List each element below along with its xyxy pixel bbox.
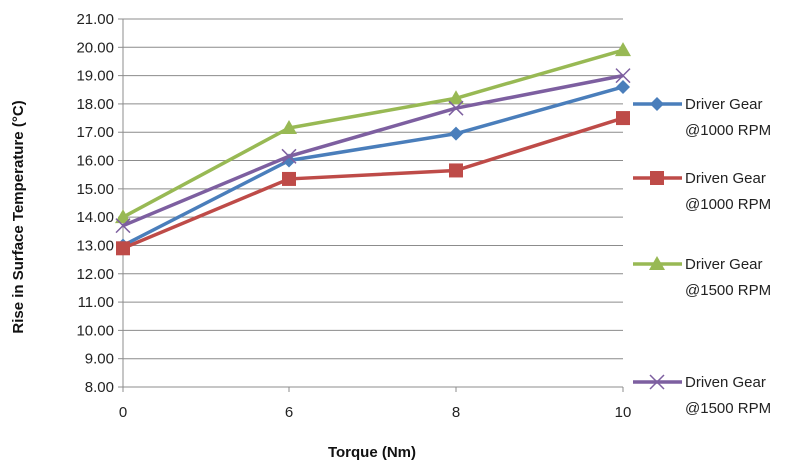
y-tick-label: 14.00 <box>76 209 114 226</box>
y-tick-label: 19.00 <box>76 68 114 85</box>
data-point-triangle <box>649 256 665 270</box>
data-point-x-stroke <box>615 68 631 84</box>
data-point-triangle <box>448 90 464 105</box>
series-line <box>122 85 624 248</box>
legend-label-line1: Driven Gear <box>685 374 766 391</box>
data-point-x-stroke <box>448 100 464 116</box>
data-point-diamond <box>650 97 664 111</box>
y-axis-title: Rise in Surface Temperature (°C) <box>10 100 27 333</box>
data-point-triangle <box>281 119 297 134</box>
legend-item-4: Driven Gear @1500 RPM <box>633 374 771 417</box>
series-line <box>122 116 624 250</box>
data-point-x <box>649 374 665 390</box>
y-tick-label: 20.00 <box>76 39 114 56</box>
data-point-triangle <box>115 209 131 224</box>
y-tick-label: 17.00 <box>76 124 114 141</box>
data-point-square <box>282 171 296 186</box>
y-tick-label: 10.00 <box>76 322 114 339</box>
x-tick-label: 8 <box>452 404 460 421</box>
x-axis-title: Torque (Nm) <box>328 444 416 461</box>
y-tick-labels: 8.00 9.00 10.00 11.00 12.00 13.00 14.00 15.00 16… <box>76 11 114 396</box>
legend-item-3: Driver Gear @1500 RPM <box>633 256 771 299</box>
series-4 <box>115 68 631 234</box>
data-point-x <box>448 100 464 116</box>
data-point-x <box>615 68 631 84</box>
legend-label-line2: @1500 RPM <box>685 282 771 299</box>
series-3 <box>115 42 631 224</box>
data-point-triangle <box>615 42 631 57</box>
y-tick-label: 9.00 <box>85 351 114 368</box>
gridlines <box>123 18 623 360</box>
data-point-x <box>115 218 131 234</box>
y-tick-label: 8.00 <box>85 379 114 396</box>
series-2 <box>116 111 630 256</box>
data-point-x-stroke <box>649 374 665 390</box>
y-tick-label: 16.00 <box>76 153 114 170</box>
data-point-diamond <box>449 126 463 141</box>
y-tick-label: 15.00 <box>76 181 114 198</box>
legend-label-line2: @1000 RPM <box>685 196 771 213</box>
x-tick-label: 0 <box>119 404 127 421</box>
y-tick-label: 11.00 <box>78 294 114 311</box>
series <box>115 42 631 256</box>
legend-label-line2: @1000 RPM <box>685 122 771 139</box>
legend-item-2: Driven Gear @1000 RPM <box>633 170 771 213</box>
x-tick-label: 6 <box>285 404 293 421</box>
axes <box>118 18 624 392</box>
legend-label-line1: Driver Gear <box>685 256 763 273</box>
y-tick-label: 18.00 <box>76 96 114 113</box>
data-point-diamond <box>616 79 630 94</box>
data-point-square <box>116 241 130 256</box>
legend-label-line1: Driven Gear <box>685 170 766 187</box>
series-line <box>122 73 624 228</box>
y-tick-label: 13.00 <box>76 237 114 254</box>
y-tick-label: 12.00 <box>76 266 114 283</box>
series-1 <box>116 79 630 253</box>
data-point-square <box>449 163 463 178</box>
data-point-x-stroke <box>281 148 297 164</box>
y-tick-label: 21.00 <box>76 11 114 28</box>
legend-item-1: Driver Gear @1000 RPM <box>633 96 771 139</box>
data-point-square <box>616 111 630 126</box>
legend-label-line2: @1500 RPM <box>685 400 771 417</box>
legend: Driver Gear @1000 RPM Driven Gear @1000 RPM… <box>633 96 771 417</box>
x-tick-label: 10 <box>615 404 632 421</box>
data-point-x <box>281 148 297 164</box>
data-point-square <box>650 171 664 185</box>
legend-label-line1: Driver Gear <box>685 96 763 113</box>
series-line <box>122 48 624 219</box>
data-point-x-stroke <box>115 218 131 234</box>
x-tick-labels: 0 6 8 10 <box>119 404 632 421</box>
